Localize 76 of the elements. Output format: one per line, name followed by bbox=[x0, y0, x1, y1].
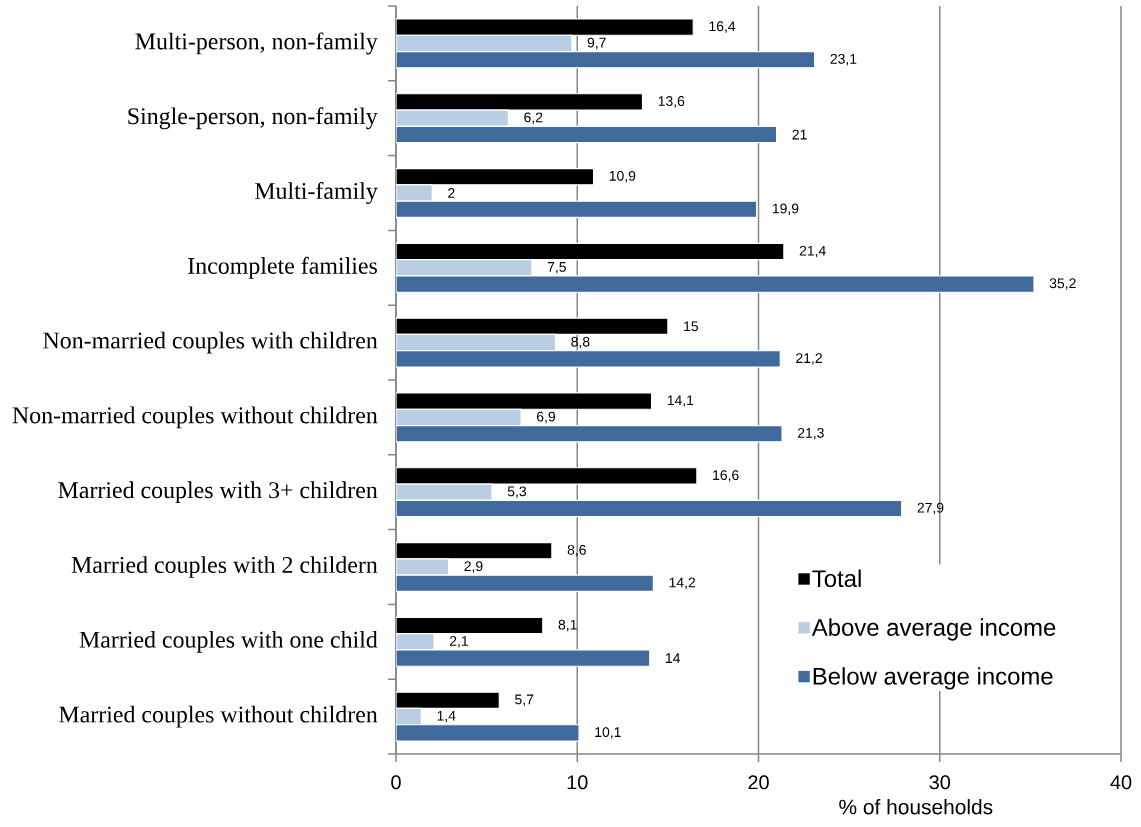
bar bbox=[396, 259, 533, 277]
x-tick-label: 30 bbox=[929, 775, 951, 790]
data-label: 16,4 bbox=[709, 21, 736, 33]
data-label: 21,2 bbox=[796, 353, 822, 365]
data-label: 21,3 bbox=[797, 427, 824, 440]
bar bbox=[396, 18, 694, 36]
data-label: 14,2 bbox=[669, 577, 696, 590]
data-label: 5,3 bbox=[507, 486, 527, 498]
x-tick-label: 20 bbox=[748, 775, 769, 790]
bar bbox=[396, 350, 781, 368]
y-tick-label: Married couples with 2 childern bbox=[71, 556, 378, 578]
data-label: 15 bbox=[684, 321, 698, 332]
y-tick-label: Non-married couples with children bbox=[43, 331, 378, 354]
x-tick-label: 0 bbox=[391, 775, 401, 790]
data-label: 10,9 bbox=[609, 170, 636, 183]
y-tick-label: Incomplete families bbox=[188, 256, 377, 279]
y-tick-label: Single-person, non-family bbox=[128, 107, 378, 130]
data-label: 7,5 bbox=[547, 262, 566, 274]
bar bbox=[396, 483, 493, 501]
data-label: 2,9 bbox=[464, 561, 483, 573]
bar bbox=[396, 616, 544, 635]
bar bbox=[396, 691, 500, 710]
x-tick-label: 10 bbox=[567, 775, 588, 790]
bar bbox=[396, 541, 553, 560]
data-label: 16,6 bbox=[713, 470, 739, 482]
data-label: 5,7 bbox=[515, 694, 534, 706]
legend-label: Below average income bbox=[813, 667, 1053, 690]
legend-label: Above average income bbox=[811, 618, 1056, 641]
data-label: 14,1 bbox=[667, 395, 694, 407]
bar bbox=[396, 242, 785, 261]
data-label: 8,6 bbox=[567, 544, 586, 557]
data-label: 19,9 bbox=[772, 203, 799, 216]
data-label: 13,6 bbox=[658, 96, 685, 108]
bar bbox=[396, 275, 1035, 293]
data-label: 21,4 bbox=[799, 245, 826, 258]
x-tick-label: 40 bbox=[1110, 775, 1132, 790]
bar bbox=[396, 649, 651, 667]
y-tick-label: Married couples with one child bbox=[79, 630, 378, 653]
bar bbox=[396, 467, 698, 485]
data-label: 2,1 bbox=[449, 636, 468, 648]
data-label: 27,9 bbox=[917, 502, 944, 515]
bar bbox=[396, 167, 595, 186]
data-label: 6,9 bbox=[536, 411, 555, 424]
bar bbox=[396, 408, 522, 427]
data-label: 35,2 bbox=[1049, 278, 1076, 290]
x-axis-title: % of households bbox=[839, 799, 993, 815]
bar bbox=[396, 499, 903, 518]
bar bbox=[396, 125, 778, 144]
bar bbox=[396, 574, 654, 593]
y-tick-label: Married couples with 3+ children bbox=[58, 481, 378, 504]
bar bbox=[396, 392, 653, 410]
data-label: 6,2 bbox=[524, 112, 543, 124]
data-label: 1,4 bbox=[437, 710, 456, 723]
y-tick-label: Multi-person, non-family bbox=[135, 32, 378, 55]
bar bbox=[396, 34, 573, 53]
y-tick-label: Non-married couples without children bbox=[12, 406, 378, 429]
y-tick-label: Multi-family bbox=[254, 182, 378, 204]
data-label: 8,1 bbox=[558, 619, 577, 632]
bar bbox=[396, 333, 557, 352]
data-label: 14 bbox=[666, 653, 681, 663]
data-label: 21 bbox=[792, 129, 807, 140]
bar bbox=[396, 424, 783, 443]
data-label: 2 bbox=[448, 188, 455, 198]
legend-label: Total bbox=[812, 569, 861, 588]
data-label: 23,1 bbox=[830, 53, 857, 66]
bar bbox=[396, 93, 644, 111]
bar bbox=[396, 200, 758, 219]
bar bbox=[396, 184, 433, 202]
bar bbox=[396, 109, 509, 127]
bar bbox=[396, 317, 669, 336]
data-label: 8,8 bbox=[571, 336, 590, 349]
bar bbox=[396, 724, 580, 742]
data-label: 10,1 bbox=[595, 727, 621, 739]
bar bbox=[396, 50, 816, 69]
data-label: 9,7 bbox=[587, 37, 606, 50]
y-tick-label: Married couples without children bbox=[59, 705, 378, 728]
